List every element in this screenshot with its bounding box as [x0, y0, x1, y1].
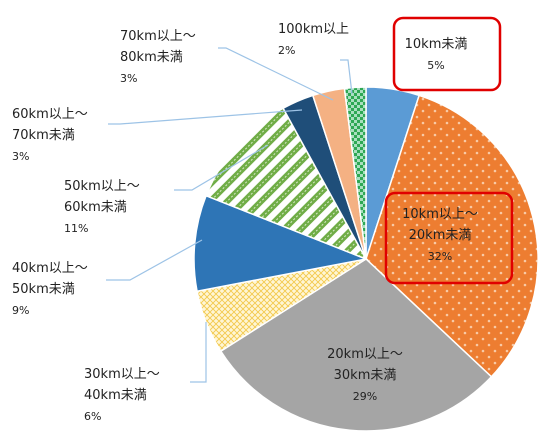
- pie-slice-8: [343, 86, 367, 260]
- highlight-box-0: [392, 16, 502, 92]
- data-label-category-1: 10km以上～: [402, 207, 478, 222]
- leader-line-4: [106, 239, 203, 281]
- data-label-percent-3: 6%: [84, 410, 101, 423]
- data-label-category-0: 10km未満: [405, 37, 468, 52]
- pie-slice-2: [219, 258, 493, 432]
- highlight-box-1: [384, 191, 514, 285]
- data-label-category-4: 50km未満: [12, 282, 75, 297]
- data-label-percent-7: 3%: [120, 72, 137, 85]
- leader-line-7: [218, 47, 334, 101]
- data-label-category-7: 70km以上～: [120, 29, 196, 44]
- data-label-category-2: 30km未満: [334, 368, 397, 383]
- data-label-percent-1: 32%: [428, 250, 452, 263]
- leader-lines-layer: [106, 47, 353, 383]
- data-label-category-4: 40km以上～: [12, 261, 88, 276]
- data-label-category-5: 60km未満: [64, 200, 127, 215]
- leader-line-8: [340, 59, 353, 95]
- data-label-category-1: 20km未満: [409, 228, 472, 243]
- pie-slice-5: [205, 107, 368, 261]
- data-label-percent-2: 29%: [353, 390, 377, 403]
- leader-line-3: [190, 322, 207, 383]
- slices-layer: [193, 86, 538, 432]
- data-labels-layer: 10km未満 5% 10km以上～ 20km未満 32% 20km以上～ 30km未満 29%…: [12, 22, 478, 423]
- data-label-category-5: 50km以上～: [64, 179, 140, 194]
- data-label-category-2: 20km以上～: [327, 347, 403, 362]
- data-label-category-8: 100km以上: [278, 22, 349, 37]
- data-label-category-3: 30km以上～: [84, 367, 160, 382]
- pie-slice-4: [193, 194, 369, 293]
- data-label-percent-5: 11%: [64, 222, 88, 235]
- data-label-percent-4: 9%: [12, 304, 29, 317]
- data-label-category-6: 60km以上～: [12, 107, 88, 122]
- data-label-category-3: 40km未満: [84, 388, 147, 403]
- highlight-boxes-layer: [384, 16, 514, 285]
- leader-line-5: [174, 144, 269, 191]
- leader-line-6: [108, 109, 303, 125]
- data-label-percent-0: 5%: [427, 59, 444, 72]
- pie-slice-1: [365, 94, 538, 378]
- data-label-category-6: 70km未満: [12, 128, 75, 143]
- data-label-percent-8: 2%: [278, 44, 295, 57]
- data-label-category-7: 80km未満: [120, 50, 183, 65]
- data-label-percent-6: 3%: [12, 150, 29, 163]
